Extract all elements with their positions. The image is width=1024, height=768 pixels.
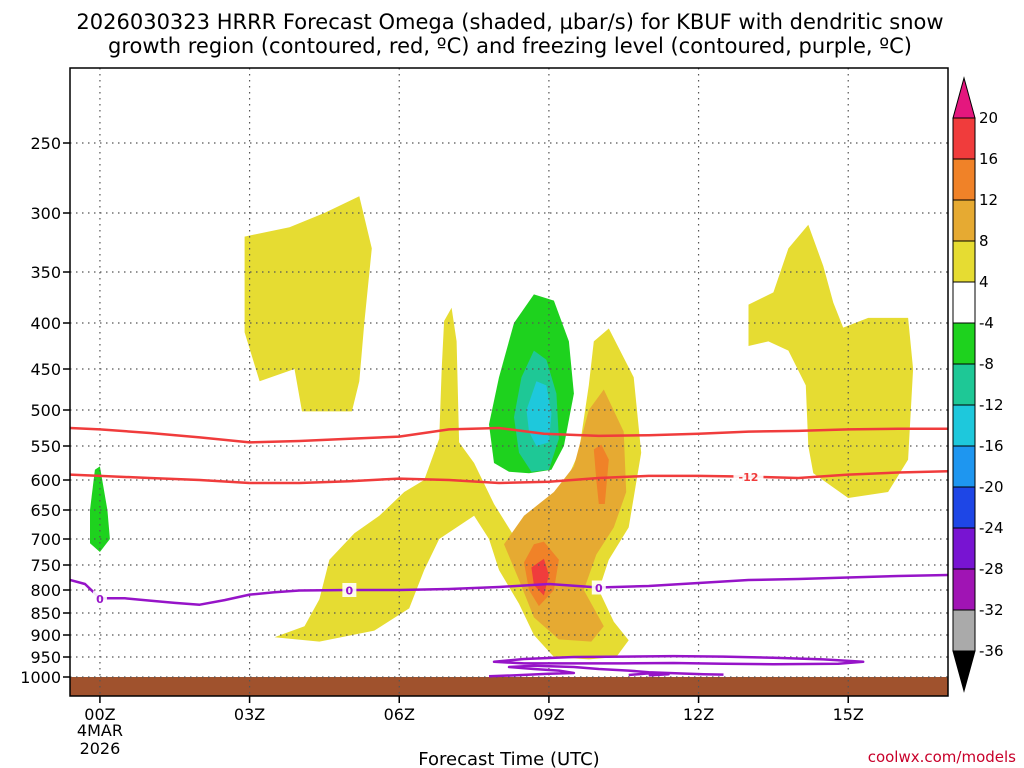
- y-tick-label-12: 850: [30, 604, 61, 623]
- colorbar-label-9: -20: [979, 478, 1004, 496]
- x-tick-label-2: 06Z: [384, 705, 415, 724]
- dgz-contour-line-1: [70, 469, 948, 485]
- y-tick-label-4: 450: [30, 360, 61, 379]
- colorbar-box-7: [952, 404, 976, 447]
- colorbar-box-9: [952, 486, 976, 529]
- colorbar-label-4: 4: [979, 273, 989, 291]
- colorbar-box-11: [952, 568, 976, 611]
- freezing-contour-label-bg-2: [591, 580, 606, 595]
- colorbar-box-10: [952, 527, 976, 570]
- colorbar-label-10: -24: [979, 519, 1004, 537]
- y-tick-label-2: 350: [30, 263, 61, 282]
- freezing-contour-label-bg-1: [342, 583, 357, 597]
- y-tick-label-10: 750: [30, 556, 61, 575]
- y-tick-label-3: 400: [30, 314, 61, 333]
- colorbar-label-6: -8: [979, 355, 994, 373]
- freezing-contour-label-1: 0: [346, 585, 354, 598]
- colorbar-box-1: [952, 158, 976, 201]
- dgz-contour-line-0: [70, 426, 948, 444]
- pressure-axis: 250 300 350 400 450 500 550 600 650 700 750 800 850 9…: [20, 134, 70, 687]
- freezing-contour-line-3: [492, 654, 865, 666]
- x-tick-label-3: 09Z: [533, 705, 564, 724]
- y-tick-label-15: 1000: [20, 668, 61, 687]
- x-tick-label-5: 15Z: [833, 705, 864, 724]
- contour-layer: -12 0 0 0: [70, 426, 948, 678]
- dgz-contour-label-bg-1: [733, 469, 764, 484]
- colorbar-box-6: [952, 363, 976, 406]
- colorbar-box-4: [952, 281, 976, 324]
- x-tick-sub1-0: 4MAR: [77, 721, 123, 740]
- y-tick-label-9: 700: [30, 530, 61, 549]
- colorbar-label-8: -16: [979, 437, 1004, 455]
- surface-band: [70, 677, 948, 696]
- freezing-contour-label-bg-0: [92, 591, 107, 606]
- colorbar-box-2: [952, 199, 976, 242]
- dgz-contour-label-1: -12: [739, 471, 759, 484]
- omega-colorbar: 20 16 12 8 4 -4 -8 -12 -16 -20 -24 -28 -32 -36: [952, 76, 1004, 693]
- colorbar-label-3: 8: [979, 232, 989, 250]
- surface-layer: [70, 677, 948, 696]
- omega-region-7: [90, 466, 110, 552]
- colorbar-box-8: [952, 445, 976, 488]
- credit-text: coolwx.com/models: [868, 748, 1016, 766]
- y-tick-label-8: 650: [30, 501, 61, 520]
- x-axis-label: Forecast Time (UTC): [418, 749, 599, 768]
- colorbar-top-triangle: [952, 76, 976, 119]
- colorbar-box-5: [952, 322, 976, 365]
- omega-region-0: [244, 196, 372, 412]
- freezing-contour-label-2: 0: [595, 582, 603, 595]
- colorbar-box-0: [952, 117, 976, 160]
- colorbar-label-1: 16: [979, 150, 998, 168]
- omega-shading-layer: [90, 196, 914, 660]
- colorbar-bottom-triangle: [952, 650, 976, 693]
- colorbar-box-3: [952, 240, 976, 283]
- y-tick-label-13: 900: [30, 626, 61, 645]
- colorbar-label-13: -36: [979, 642, 1004, 660]
- chart-title-line2: growth region (contoured, red, ºC) and f…: [108, 34, 912, 58]
- freezing-contour-label-0: 0: [96, 593, 104, 606]
- y-tick-label-7: 600: [30, 471, 61, 490]
- colorbar-box-12: [952, 609, 976, 652]
- omega-region-5: [593, 444, 609, 504]
- omega-region-10: [526, 381, 552, 446]
- y-tick-label-1: 300: [30, 204, 61, 223]
- freezing-contour-line-0: [70, 573, 948, 606]
- x-tick-label-4: 12Z: [683, 705, 714, 724]
- omega-region-2: [748, 224, 914, 499]
- y-tick-label-5: 500: [30, 401, 61, 420]
- colorbar-label-2: 12: [979, 191, 998, 209]
- colorbar-label-5: -4: [979, 314, 994, 332]
- freezing-contour-line-4: [488, 664, 724, 678]
- chart-title-line1: 2026030323 HRRR Forecast Omega (shaded, …: [76, 10, 943, 34]
- colorbar-label-7: -12: [979, 396, 1004, 414]
- colorbar-label-12: -32: [979, 601, 1004, 619]
- omega-region-6: [531, 558, 549, 596]
- y-tick-label-14: 950: [30, 648, 61, 667]
- colorbar-label-0: 20: [979, 109, 998, 127]
- x-tick-label-0: 00Z: [84, 705, 115, 724]
- x-tick-sub2-0: 2026: [80, 739, 121, 758]
- y-tick-label-11: 800: [30, 581, 61, 600]
- plot-frame: [69, 67, 949, 697]
- x-tick-label-1: 03Z: [234, 705, 265, 724]
- colorbar-label-11: -28: [979, 560, 1004, 578]
- y-tick-label-6: 550: [30, 437, 61, 456]
- y-tick-label-0: 250: [30, 134, 61, 153]
- freezing-contour-line-5: [628, 672, 670, 677]
